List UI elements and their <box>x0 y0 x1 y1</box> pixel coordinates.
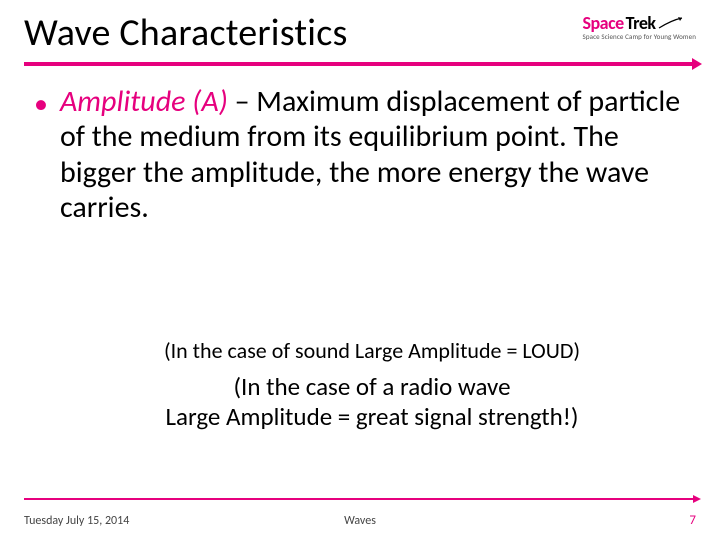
body-content: • Amplitude (A) – Maximum displacement o… <box>34 84 696 226</box>
logo-text-trek: Trek <box>626 12 656 34</box>
note-radio-line2: Large Amplitude = great signal strength!… <box>48 402 696 432</box>
logo: SpaceTrek Space Science Camp for Young W… <box>583 12 696 41</box>
arrow-right-icon <box>692 58 702 70</box>
bullet-icon: • <box>34 86 48 122</box>
note-radio-line1: (In the case of a radio wave <box>48 372 696 402</box>
rocket-arrow-icon <box>658 16 686 30</box>
slide: Wave Characteristics SpaceTrek Space Sci… <box>0 0 720 540</box>
note-sound-line: (In the case of sound Large Amplitude = … <box>48 338 696 364</box>
title-divider <box>24 62 696 66</box>
logo-text-space: Space <box>583 12 624 34</box>
logo-tagline: Space Science Camp for Young Women <box>583 32 696 41</box>
slide-title: Wave Characteristics <box>24 10 348 56</box>
footer-center: Waves <box>24 514 696 528</box>
term-amplitude: Amplitude (A) <box>60 83 228 120</box>
bullet-item: • Amplitude (A) – Maximum displacement o… <box>34 84 696 226</box>
note-radio: (In the case of a radio wave Large Ampli… <box>48 372 696 431</box>
footer: Tuesday July 15, 2014 Waves 7 <box>24 513 696 528</box>
bullet-text: Amplitude (A) – Maximum displacement of … <box>60 84 696 226</box>
note-sound: (In the case of sound Large Amplitude = … <box>48 338 696 366</box>
footer-divider <box>24 498 696 500</box>
logo-top: SpaceTrek <box>583 12 696 34</box>
header: Wave Characteristics SpaceTrek Space Sci… <box>24 10 696 56</box>
arrow-right-icon <box>693 495 701 503</box>
